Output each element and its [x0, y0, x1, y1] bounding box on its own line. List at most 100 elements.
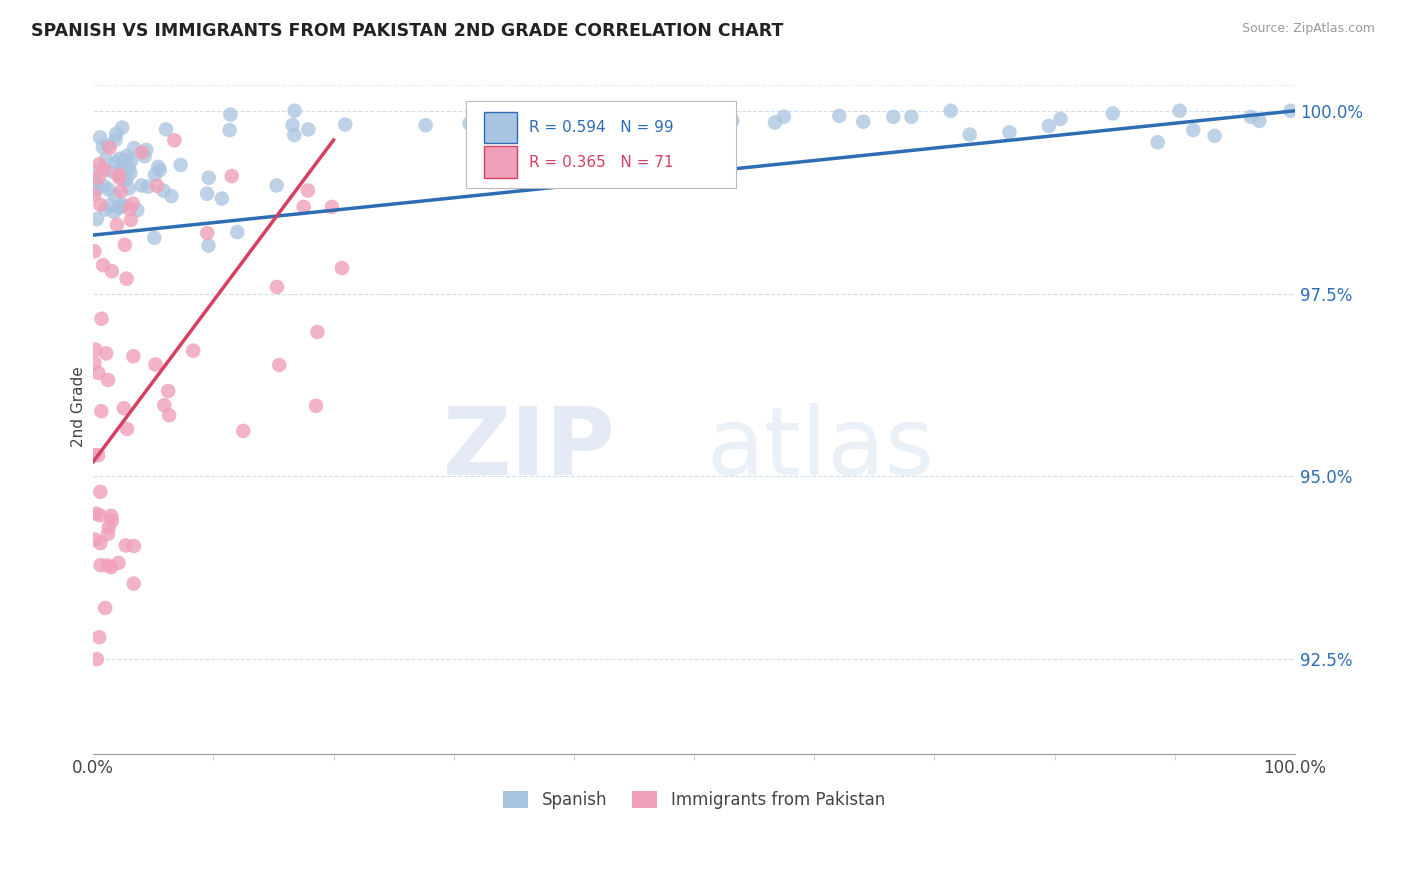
Point: [84, 343, 107, 357]
Point: [86, 164, 108, 178]
Point: [281, 118, 304, 132]
Point: [97, 373, 120, 387]
Point: [297, 122, 319, 136]
Text: ZIP: ZIP: [443, 402, 616, 494]
Point: [131, 145, 153, 160]
Point: [97, 138, 120, 153]
Point: [98, 141, 121, 155]
Point: [120, 153, 142, 168]
Point: [89, 484, 111, 499]
Point: [89, 508, 111, 523]
Point: [105, 127, 128, 141]
Point: [467, 129, 489, 144]
Point: [852, 114, 875, 128]
Point: [83, 244, 105, 259]
Point: [108, 201, 131, 215]
Y-axis label: 2nd Grade: 2nd Grade: [72, 367, 86, 447]
Point: [335, 118, 357, 132]
Point: [110, 165, 132, 179]
Point: [100, 164, 122, 178]
Point: [195, 226, 218, 240]
Point: [84, 533, 107, 547]
Point: [87, 366, 110, 380]
Point: [91, 140, 114, 154]
Point: [89, 198, 111, 212]
Text: R = 0.365   N = 71: R = 0.365 N = 71: [530, 155, 673, 169]
Point: [114, 153, 136, 168]
Point: [143, 168, 166, 182]
Point: [108, 170, 131, 185]
Point: [269, 358, 291, 372]
Point: [98, 198, 121, 212]
Point: [112, 172, 135, 186]
Point: [118, 202, 141, 216]
Point: [108, 200, 131, 214]
Point: [114, 237, 136, 252]
Point: [1038, 119, 1060, 133]
Point: [134, 149, 156, 163]
Point: [1240, 110, 1263, 124]
Point: [89, 130, 111, 145]
Point: [624, 103, 647, 118]
Point: [83, 448, 105, 462]
Point: [104, 133, 127, 147]
Text: Source: ZipAtlas.com: Source: ZipAtlas.com: [1241, 22, 1375, 36]
Point: [689, 120, 711, 134]
Point: [115, 422, 138, 436]
Point: [232, 424, 254, 438]
Point: [105, 218, 128, 232]
Point: [688, 103, 710, 118]
Point: [97, 183, 120, 197]
Point: [107, 168, 129, 182]
Point: [609, 126, 631, 140]
Point: [83, 187, 105, 202]
Point: [122, 539, 145, 553]
Point: [89, 157, 111, 171]
Point: [97, 520, 120, 534]
Point: [84, 507, 107, 521]
Point: [1204, 128, 1226, 143]
Point: [284, 103, 307, 118]
Point: [160, 189, 183, 203]
Point: [153, 398, 176, 412]
Point: [87, 448, 110, 462]
Point: [998, 125, 1021, 139]
Bar: [484, 112, 517, 143]
Point: [127, 203, 149, 218]
Point: [1182, 123, 1205, 137]
Point: [120, 166, 142, 180]
Point: [640, 104, 662, 119]
Point: [218, 123, 240, 137]
Point: [671, 126, 693, 140]
Point: [93, 179, 115, 194]
Point: [146, 160, 169, 174]
Point: [111, 199, 134, 213]
Point: [91, 258, 114, 272]
Point: [120, 213, 142, 227]
Point: [163, 133, 186, 147]
Point: [181, 343, 204, 358]
Point: [122, 576, 145, 591]
Point: [121, 196, 143, 211]
Point: [1049, 112, 1071, 126]
Point: [94, 153, 117, 167]
Point: [96, 346, 118, 360]
Point: [197, 238, 219, 252]
Point: [828, 109, 851, 123]
Legend: Spanish, Immigrants from Pakistan: Spanish, Immigrants from Pakistan: [496, 784, 891, 815]
Point: [115, 172, 138, 186]
Point: [149, 163, 172, 178]
Point: [226, 225, 249, 239]
Point: [110, 185, 132, 199]
Point: [90, 404, 112, 418]
Point: [697, 106, 720, 120]
Point: [135, 143, 157, 157]
Point: [197, 170, 219, 185]
Point: [1101, 106, 1123, 120]
Point: [305, 399, 328, 413]
Point: [108, 152, 131, 166]
Point: [169, 158, 191, 172]
Text: atlas: atlas: [706, 402, 935, 494]
Point: [90, 311, 112, 326]
Point: [292, 200, 315, 214]
